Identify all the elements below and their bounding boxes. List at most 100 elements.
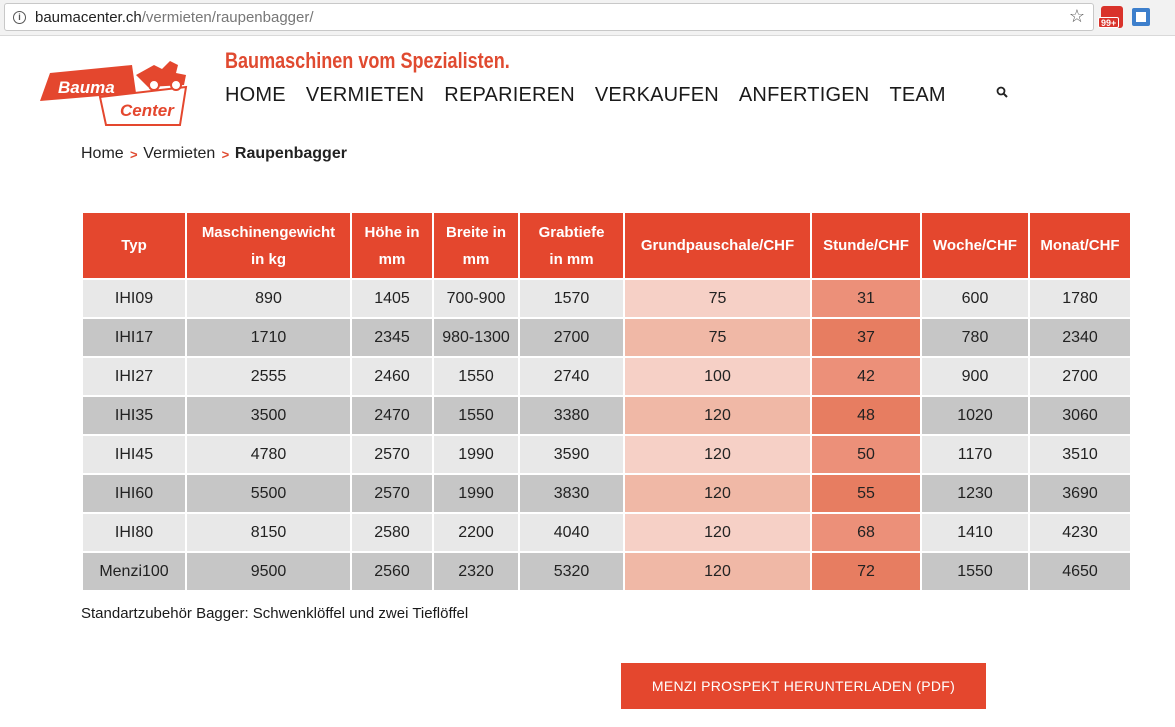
table-cell: 2340 [1028, 317, 1132, 358]
table-cell: 600 [920, 278, 1030, 319]
breadcrumb-home[interactable]: Home [81, 145, 124, 162]
table-cell: 3510 [1028, 434, 1132, 475]
column-header-label: Grundpauschale/CHF [640, 237, 795, 254]
column-header-label: in mm [549, 250, 594, 268]
table-cell: 1230 [920, 473, 1030, 514]
breadcrumb-current: Raupenbagger [234, 145, 347, 162]
table-cell: 2200 [432, 512, 520, 553]
table-row: IHI09 890 1405 700-900 1570 75 31 600 1780 [81, 278, 1132, 319]
column-header: Maschinengewicht in kg [185, 211, 352, 280]
breadcrumb-separator-icon: > [129, 146, 138, 162]
table-cell: 4040 [518, 512, 625, 553]
url-path: /vermieten/raupenbagger/ [141, 9, 314, 26]
table-cell: 2345 [350, 317, 434, 358]
column-header-label: Maschinengewicht [201, 223, 336, 241]
download-prospect-button[interactable]: MENZI PROSPEKT HERUNTERLADEN (PDF) [621, 663, 986, 709]
bookmark-star-icon[interactable]: ☆ [1068, 6, 1085, 26]
table-cell: 31 [810, 278, 922, 319]
extension-badge: 99+ [1098, 17, 1120, 28]
table-cell: 120 [623, 434, 812, 475]
bauma-center-logo[interactable]: Bauma Center [36, 55, 216, 127]
nav-reparieren[interactable]: REPARIEREN [444, 84, 575, 106]
breadcrumb-vermieten[interactable]: Vermieten [143, 145, 216, 162]
table-cell: 2555 [185, 356, 352, 397]
rental-price-table: Typ Maschinengewicht in kg Höhe in mm Breite … [81, 211, 1132, 592]
table-cell: 120 [623, 473, 812, 514]
column-header: Typ [81, 211, 187, 280]
info-icon[interactable]: i [13, 11, 26, 24]
table-cell: 1990 [432, 473, 520, 514]
table-cell: 3690 [1028, 473, 1132, 514]
url-domain: baumacenter.ch [35, 9, 142, 26]
logo-text-top: Bauma [58, 78, 115, 97]
search-icon[interactable] [996, 86, 1008, 98]
table-row: IHI35 3500 2470 1550 3380 120 48 1020 3060 [81, 395, 1132, 436]
nav-anfertigen[interactable]: ANFERTIGEN [738, 84, 870, 106]
column-header: Grundpauschale/CHF [623, 211, 812, 280]
column-header-label: mm [378, 250, 406, 268]
column-header: Stunde/CHF [810, 211, 922, 280]
table-cell: 1405 [350, 278, 434, 319]
nav-vermieten[interactable]: VERMIETEN [305, 84, 425, 106]
table-cell: 37 [810, 317, 922, 358]
table-cell: 50 [810, 434, 922, 475]
column-header: Höhe in mm [350, 211, 434, 280]
table-cell: 72 [810, 551, 922, 592]
column-header-label: Höhe in [364, 223, 420, 241]
reader-extension-icon[interactable] [1132, 8, 1150, 26]
table-cell: 3500 [185, 395, 352, 436]
table-row: IHI17 1710 2345 980-1300 2700 75 37 780 2340 [81, 317, 1132, 358]
table-cell: 1780 [1028, 278, 1132, 319]
address-bar[interactable]: i baumacenter.ch/vermieten/raupenbagger/… [4, 3, 1094, 31]
table-cell: 1550 [432, 395, 520, 436]
table-cell: IHI09 [81, 278, 187, 319]
table-cell: 1410 [920, 512, 1030, 553]
column-header-label: Typ [121, 237, 147, 254]
table-cell: 3380 [518, 395, 625, 436]
table-cell: 890 [185, 278, 352, 319]
table-cell: 8150 [185, 512, 352, 553]
logo-text-bottom: Center [120, 101, 175, 120]
table-cell: 1550 [920, 551, 1030, 592]
table-row: Menzi100 9500 2560 2320 5320 120 72 1550 4650 [81, 551, 1132, 592]
column-header: Monat/CHF [1028, 211, 1132, 280]
breadcrumb-separator-icon: > [221, 146, 229, 162]
table-cell: 9500 [185, 551, 352, 592]
table-cell: 1550 [432, 356, 520, 397]
column-header: Grabtiefe in mm [518, 211, 625, 280]
table-cell: 2460 [350, 356, 434, 397]
accessory-note: Standartzubehör Bagger: Schwenklöffel un… [81, 605, 469, 622]
table-cell: 120 [623, 512, 812, 553]
table-cell: 5320 [518, 551, 625, 592]
column-header-label: Monat/CHF [1040, 237, 1120, 254]
column-header-label: Woche/CHF [933, 237, 1017, 254]
breadcrumb: Home > Vermieten > Raupenbagger [81, 145, 347, 163]
url-text[interactable]: baumacenter.ch/vermieten/raupenbagger/ [35, 9, 314, 26]
table-cell: IHI35 [81, 395, 187, 436]
table-cell: 3590 [518, 434, 625, 475]
table-cell: 75 [623, 278, 812, 319]
nav-team[interactable]: TEAM [889, 84, 946, 106]
column-header: Breite in mm [432, 211, 520, 280]
table-cell: IHI80 [81, 512, 187, 553]
table-cell: 2700 [518, 317, 625, 358]
table-cell: 48 [810, 395, 922, 436]
table-cell: IHI17 [81, 317, 187, 358]
table-cell: 75 [623, 317, 812, 358]
nav-home[interactable]: HOME [225, 84, 286, 106]
table-cell: 2570 [350, 473, 434, 514]
table-cell: 5500 [185, 473, 352, 514]
table-row: IHI45 4780 2570 1990 3590 120 50 1170 3510 [81, 434, 1132, 475]
column-header-label: mm [462, 250, 490, 268]
table-cell: 1990 [432, 434, 520, 475]
table-cell: 2470 [350, 395, 434, 436]
table-cell: 2700 [1028, 356, 1132, 397]
table-cell: Menzi100 [81, 551, 187, 592]
column-header-label: Stunde/CHF [823, 237, 909, 254]
column-header: Woche/CHF [920, 211, 1030, 280]
nav-verkaufen[interactable]: VERKAUFEN [594, 84, 719, 106]
table-cell: 55 [810, 473, 922, 514]
table-cell: 780 [920, 317, 1030, 358]
table-cell: 4650 [1028, 551, 1132, 592]
table-cell: 1570 [518, 278, 625, 319]
